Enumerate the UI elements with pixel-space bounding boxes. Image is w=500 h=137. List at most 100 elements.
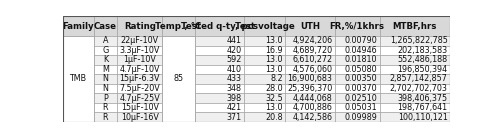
Text: Case: Case	[94, 22, 117, 31]
Bar	[194, 45, 244, 55]
Bar	[380, 65, 450, 74]
Text: 0.00790: 0.00790	[344, 36, 378, 45]
Text: 3.3μF-10V: 3.3μF-10V	[120, 46, 160, 55]
Text: 22μF-10V: 22μF-10V	[120, 36, 159, 45]
Bar	[380, 36, 450, 45]
Bar	[334, 16, 380, 36]
Bar	[334, 36, 380, 45]
Bar	[117, 55, 162, 65]
Text: 410: 410	[227, 65, 242, 74]
Text: A: A	[102, 36, 108, 45]
Bar	[94, 112, 117, 122]
Text: 28.0: 28.0	[265, 84, 283, 93]
Bar	[94, 74, 117, 84]
Text: Family: Family	[62, 22, 94, 31]
Bar	[117, 84, 162, 93]
Bar	[62, 93, 94, 103]
Text: 433: 433	[227, 74, 242, 83]
Bar	[285, 65, 335, 74]
Text: 1μF-10V: 1μF-10V	[124, 55, 156, 64]
Bar	[162, 65, 194, 74]
Bar	[334, 74, 380, 84]
Bar	[194, 112, 244, 122]
Text: 16,900,683: 16,900,683	[288, 74, 333, 83]
Bar	[162, 55, 194, 65]
Bar	[62, 65, 94, 74]
Text: R: R	[102, 103, 108, 112]
Text: M: M	[102, 65, 109, 74]
Bar	[380, 112, 450, 122]
Text: 371: 371	[226, 113, 242, 122]
Bar	[285, 93, 335, 103]
Bar	[162, 74, 194, 84]
Bar	[62, 55, 94, 65]
Text: 0.00350: 0.00350	[345, 74, 378, 83]
Bar	[285, 16, 335, 36]
Text: 13.0: 13.0	[266, 55, 283, 64]
Bar	[334, 45, 380, 55]
Text: 420: 420	[226, 46, 242, 55]
Text: 4,444,068: 4,444,068	[292, 94, 333, 103]
Text: 4.7μF-25V: 4.7μF-25V	[120, 94, 160, 103]
Text: 32.5: 32.5	[265, 94, 283, 103]
Bar	[244, 45, 285, 55]
Bar	[334, 93, 380, 103]
Text: Temp., °C: Temp., °C	[156, 22, 202, 31]
Bar	[194, 36, 244, 45]
Bar	[244, 103, 285, 112]
Bar	[334, 84, 380, 93]
Text: 0.02510: 0.02510	[344, 94, 378, 103]
Bar	[194, 103, 244, 112]
Bar	[117, 74, 162, 84]
Bar	[285, 36, 335, 45]
Text: 0.05080: 0.05080	[345, 65, 378, 74]
Text: 398: 398	[226, 94, 242, 103]
Bar	[162, 36, 194, 122]
Text: 6,610,272: 6,610,272	[292, 55, 333, 64]
Text: 4,689,720: 4,689,720	[292, 46, 333, 55]
Bar	[380, 103, 450, 112]
Text: FR,%/1khrs: FR,%/1khrs	[330, 22, 384, 31]
Bar	[380, 55, 450, 65]
Text: 100,110,121: 100,110,121	[398, 113, 448, 122]
Text: 592: 592	[226, 55, 242, 64]
Text: Tested q-ty, pcs: Tested q-ty, pcs	[181, 22, 258, 31]
Bar	[244, 65, 285, 74]
Text: 13.0: 13.0	[266, 36, 283, 45]
Bar	[62, 36, 94, 45]
Text: R: R	[102, 113, 108, 122]
Bar	[244, 84, 285, 93]
Text: 1,265,822,785: 1,265,822,785	[390, 36, 448, 45]
Bar	[94, 36, 117, 45]
Text: 8.2: 8.2	[270, 74, 283, 83]
Text: TMB: TMB	[70, 74, 86, 83]
Bar	[117, 45, 162, 55]
Bar	[194, 16, 244, 36]
Bar	[244, 74, 285, 84]
Bar	[62, 84, 94, 93]
Text: 2,702,702,703: 2,702,702,703	[390, 84, 448, 93]
Text: 7.5μF-20V: 7.5μF-20V	[120, 84, 160, 93]
Bar	[162, 93, 194, 103]
Text: MTBF,hrs: MTBF,hrs	[392, 22, 437, 31]
Text: 10μF-16V: 10μF-16V	[121, 113, 158, 122]
Bar	[162, 103, 194, 112]
Text: K: K	[103, 55, 108, 64]
Bar	[285, 112, 335, 122]
Text: 15μF-6.3V: 15μF-6.3V	[120, 74, 160, 83]
Text: N: N	[102, 84, 108, 93]
Bar	[117, 93, 162, 103]
Bar	[94, 65, 117, 74]
Text: 0.04946: 0.04946	[345, 46, 378, 55]
Bar	[62, 16, 94, 36]
Bar	[334, 112, 380, 122]
Bar	[162, 112, 194, 122]
Bar	[285, 74, 335, 84]
Text: 0.05031: 0.05031	[345, 103, 378, 112]
Bar	[117, 16, 162, 36]
Text: 13.0: 13.0	[266, 103, 283, 112]
Text: 196,850,394: 196,850,394	[398, 65, 448, 74]
Text: 348: 348	[227, 84, 242, 93]
Bar	[380, 74, 450, 84]
Bar	[244, 16, 285, 36]
